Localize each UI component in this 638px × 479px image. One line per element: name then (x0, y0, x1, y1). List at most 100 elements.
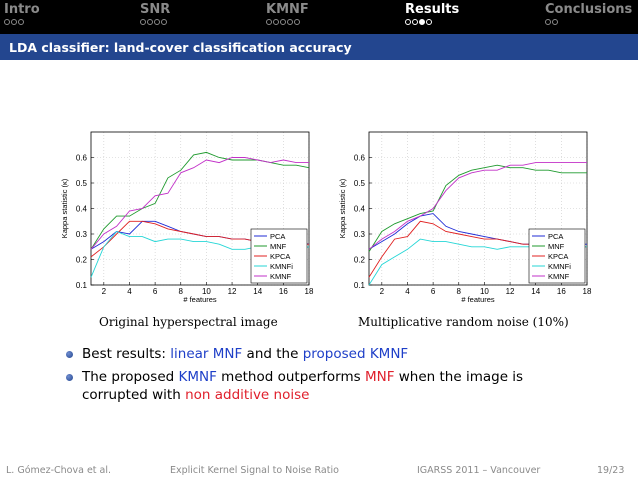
x-tick-label: 18 (583, 287, 592, 296)
nav-section-dots[interactable] (545, 19, 632, 26)
y-tick-label: 0.2 (354, 256, 366, 265)
y-tick-label: 0.6 (354, 154, 366, 163)
nav-slide-dot[interactable] (147, 19, 153, 25)
highlight-text: linear MNF (170, 346, 243, 362)
nav-section-label: KMNF (266, 2, 309, 17)
nav-section-dots[interactable] (4, 19, 40, 26)
y-axis-label: Kappa statistic (κ) (60, 178, 69, 238)
y-tick-label: 0.2 (76, 256, 88, 265)
y-tick-label: 0.3 (76, 230, 88, 239)
text-span: Best results: (82, 346, 171, 362)
footer-talk-title: Explicit Kernel Signal to Noise Ratio (170, 465, 339, 476)
series-line-mnf (368, 164, 587, 253)
legend-label: KMNF (270, 272, 292, 281)
footer-author: L. Gómez-Chova et al. (6, 465, 112, 476)
nav-section-label: Conclusions (545, 2, 633, 17)
nav-slide-dot[interactable] (140, 19, 146, 25)
y-axis-label: Kappa statistic (κ) (338, 178, 347, 238)
legend-label: KPCA (548, 252, 568, 261)
x-axis-label: # features (183, 295, 217, 304)
highlight-text: proposed KMNF (302, 346, 409, 362)
highlight-text: non additive noise (185, 387, 310, 403)
text-span: The proposed (82, 369, 179, 385)
x-tick-label: 16 (279, 287, 288, 296)
bullet-list: Best results: linear MNF and the propose… (62, 345, 582, 409)
nav-section-label: SNR (140, 2, 171, 17)
nav-slide-dot[interactable] (11, 19, 17, 25)
x-tick-label: 2 (102, 287, 107, 296)
slide-title-bar: LDA classifier: land-cover classificatio… (0, 34, 638, 60)
nav-slide-dot[interactable] (154, 19, 160, 25)
legend-label: KMNF (548, 272, 570, 281)
x-tick-label: 8 (179, 287, 184, 296)
nav-slide-dot[interactable] (280, 19, 286, 25)
bullet-text: The proposed KMNF method outperforms MNF… (82, 369, 523, 403)
nav-section-intro[interactable]: Intro (4, 2, 40, 26)
bullet-item: The proposed KMNF method outperforms MNF… (62, 368, 582, 404)
chart-noise-svg: 2 4 6 8 10 12 14 16 18 0.1 0.2 0.3 0.4 0.5 0.6 # featur… (338, 131, 592, 304)
text-span: method outperforms (216, 369, 365, 385)
x-tick-label: 12 (506, 287, 515, 296)
nav-slide-dot[interactable] (419, 19, 425, 25)
nav-slide-dot[interactable] (18, 19, 24, 25)
legend-label: KMNFi (548, 262, 571, 271)
x-tick-label: 14 (253, 287, 262, 296)
nav-slide-dot[interactable] (405, 19, 411, 25)
y-tick-label: 0.3 (354, 230, 366, 239)
y-tick-label: 0.6 (76, 154, 88, 163)
x-tick-label: 10 (202, 287, 211, 296)
slide-title: LDA classifier: land-cover classificatio… (9, 40, 352, 55)
x-tick-label: 12 (228, 287, 237, 296)
footer-page-number: 19/23 (597, 465, 625, 476)
chart-original: 2 4 6 8 10 12 14 16 18 0.1 0.2 0.3 0.4 0.5 0.6 # featur… (58, 128, 336, 304)
section-navigation-bar: Intro SNR KMNF Results Conclusions (0, 0, 638, 34)
y-tick-label: 0.1 (354, 281, 366, 290)
nav-slide-dot[interactable] (4, 19, 10, 25)
series-line-mnf (90, 151, 310, 250)
nav-section-conclusions[interactable]: Conclusions (545, 2, 632, 26)
nav-slide-dot[interactable] (412, 19, 418, 25)
x-tick-label: 6 (153, 287, 158, 296)
x-tick-label: 16 (557, 287, 566, 296)
text-span: when the image is corrupted with (82, 369, 524, 403)
nav-section-dots[interactable] (266, 19, 309, 26)
y-tick-label: 0.4 (354, 205, 366, 214)
x-tick-label: 4 (405, 287, 410, 296)
nav-section-snr[interactable]: SNR (140, 2, 170, 26)
highlight-text: MNF (364, 369, 395, 385)
x-tick-label: 4 (127, 287, 132, 296)
text-span: and the (242, 346, 303, 362)
x-tick-label: 10 (480, 287, 489, 296)
y-tick-label: 0.1 (76, 281, 88, 290)
nav-slide-dot[interactable] (294, 19, 300, 25)
nav-section-kmnf[interactable]: KMNF (266, 2, 309, 26)
nav-slide-dot[interactable] (161, 19, 167, 25)
legend-label: KMNFi (270, 262, 293, 271)
x-tick-label: 14 (531, 287, 540, 296)
legend-label: MNF (548, 242, 565, 251)
caption-original: Original hyperspectral image (99, 315, 278, 329)
series-line-kmnf (368, 162, 587, 250)
highlight-text: KMNF (178, 369, 217, 385)
nav-slide-dot[interactable] (552, 19, 558, 25)
bullet-marker (66, 374, 73, 381)
nav-slide-dot[interactable] (426, 19, 432, 25)
nav-slide-dot[interactable] (266, 19, 272, 25)
legend-label: KPCA (270, 252, 290, 261)
chart-noise: 2 4 6 8 10 12 14 16 18 0.1 0.2 0.3 0.4 0.5 0.6 # featur… (336, 128, 614, 304)
nav-section-results[interactable]: Results (405, 2, 459, 26)
nav-section-dots[interactable] (140, 19, 170, 26)
x-tick-label: 8 (457, 287, 462, 296)
legend-label: PCA (270, 232, 285, 241)
x-axis-label: # features (461, 295, 495, 304)
series-line-kmnf (90, 157, 309, 250)
legend-label: MNF (270, 242, 287, 251)
footer-conference: IGARSS 2011 – Vancouver (417, 465, 541, 476)
nav-slide-dot[interactable] (545, 19, 551, 25)
bullet-text: Best results: linear MNF and the propose… (82, 346, 408, 362)
bullet-item: Best results: linear MNF and the propose… (62, 345, 582, 363)
nav-section-dots[interactable] (405, 19, 459, 26)
chart-original-svg: 2 4 6 8 10 12 14 16 18 0.1 0.2 0.3 0.4 0.5 0.6 # featur… (60, 131, 314, 304)
nav-slide-dot[interactable] (287, 19, 293, 25)
nav-slide-dot[interactable] (273, 19, 279, 25)
